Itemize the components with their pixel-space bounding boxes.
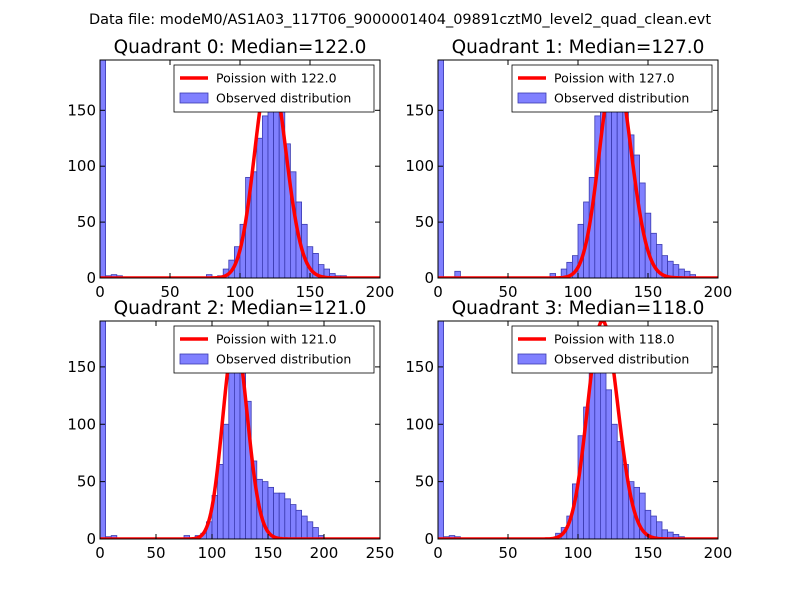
legend-label-observed: Observed distribution (554, 352, 689, 367)
histogram-bar (616, 441, 624, 539)
x-tick-label: 100 (564, 544, 593, 562)
x-tick-label: 100 (564, 283, 593, 301)
x-tick-label: 150 (254, 544, 283, 562)
histogram-bar (438, 321, 444, 539)
x-tick-label: 200 (704, 544, 733, 562)
plot-area (438, 60, 718, 278)
histogram-bar (267, 93, 274, 278)
histogram-bar (100, 321, 106, 539)
x-tick-label: 0 (95, 544, 105, 562)
legend-label-poisson: Poission with 121.0 (216, 332, 337, 347)
histogram-bar (306, 521, 314, 539)
y-tick-label: 100 (405, 415, 434, 433)
histogram-bar (228, 360, 235, 539)
histogram-bar (100, 60, 106, 278)
legend-box (173, 325, 375, 374)
x-tick-label: 150 (634, 283, 663, 301)
x-tick-label: 200 (310, 544, 339, 562)
histogram-bar (217, 464, 224, 539)
legend-box (511, 64, 713, 113)
chart-title: Quadrant 0: Median=122.0 (114, 37, 367, 58)
histogram-bar (438, 60, 444, 278)
histogram-bar (605, 89, 612, 278)
y-tick-label: 50 (77, 213, 96, 231)
histogram-bar (278, 492, 286, 539)
y-tick-label: 150 (67, 101, 96, 119)
x-tick-label: 250 (366, 544, 395, 562)
x-tick-label: 150 (296, 283, 325, 301)
x-tick-label: 100 (198, 544, 227, 562)
histogram-bar (261, 115, 269, 278)
x-tick-label: 50 (160, 283, 179, 301)
y-tick-label: 0 (424, 530, 434, 548)
x-tick-label: 0 (95, 283, 105, 301)
legend-bar-swatch (179, 353, 209, 365)
legend-label-poisson: Poission with 118.0 (554, 332, 675, 347)
legend: Poission with 121.0 Observed distribution (173, 325, 375, 374)
y-tick-label: 0 (86, 269, 96, 287)
axes-frame (99, 320, 381, 540)
y-tick-label: 150 (67, 358, 96, 376)
legend-box (173, 64, 375, 113)
histogram-bar (594, 349, 601, 539)
y-tick-label: 150 (405, 101, 434, 119)
histogram-bar (289, 504, 297, 539)
chart-panel-2: Quadrant 2: Median=121.0 0 50 100 150 200 250 0… (67, 298, 394, 562)
y-tick-label: 0 (424, 269, 434, 287)
legend: Poission with 127.0 Observed distribution (511, 64, 713, 113)
x-tick-label: 200 (366, 283, 395, 301)
histogram-bar (222, 423, 230, 539)
histogram-bar (256, 137, 263, 278)
legend-bar-swatch (179, 92, 209, 104)
chart-panel-0: Quadrant 0: Median=122.0 0 50 100 150 200 0 50 1… (67, 37, 394, 301)
histogram-bar (273, 492, 280, 539)
legend: Poission with 122.0 Observed distribution (173, 64, 375, 113)
histogram-bar (605, 389, 612, 539)
histogram-bar (650, 232, 657, 278)
y-tick-label: 100 (67, 415, 96, 433)
plot-area (100, 60, 380, 278)
chart-panel-3: Quadrant 3: Median=118.0 0 50 100 150 200 0 50 1… (405, 298, 732, 562)
histogram-bar (656, 521, 663, 539)
legend-bar-swatch (517, 353, 547, 365)
chart-title: Quadrant 2: Median=121.0 (114, 298, 367, 319)
x-tick-label: 0 (433, 283, 443, 301)
x-tick-label: 150 (634, 544, 663, 562)
x-tick-label: 50 (146, 544, 165, 562)
y-tick-label: 100 (405, 157, 434, 175)
legend-label-poisson: Poission with 127.0 (554, 71, 675, 86)
chart-panel-1: Quadrant 1: Median=127.0 0 50 100 150 200 0 50 1… (405, 37, 732, 301)
legend-label-observed: Observed distribution (216, 91, 351, 106)
x-tick-label: 0 (433, 544, 443, 562)
figure-suptitle: Data file: modeM0/AS1A03_117T06_90000014… (89, 12, 711, 28)
plot-area (438, 321, 718, 539)
legend-label-observed: Observed distribution (216, 352, 351, 367)
chart-panels: Quadrant 0: Median=122.0 0 50 100 150 200 0 50 1… (67, 37, 732, 562)
x-tick-label: 50 (498, 544, 517, 562)
y-tick-label: 100 (67, 157, 96, 175)
poisson-curve-line (438, 66, 718, 278)
histogram-bar (301, 515, 308, 539)
legend-bar-swatch (517, 92, 547, 104)
y-tick-label: 0 (86, 530, 96, 548)
histogram-bar (295, 509, 302, 539)
chart-title: Quadrant 1: Median=127.0 (452, 37, 705, 58)
legend-box (511, 325, 713, 374)
legend: Poission with 118.0 Observed distribution (511, 325, 713, 374)
y-tick-label: 150 (405, 358, 434, 376)
legend-label-observed: Observed distribution (554, 91, 689, 106)
x-tick-label: 50 (498, 283, 517, 301)
histogram-bar (284, 498, 291, 539)
x-tick-label: 200 (704, 283, 733, 301)
legend-label-poisson: Poission with 122.0 (216, 71, 337, 86)
y-tick-label: 50 (415, 213, 434, 231)
chart-title: Quadrant 3: Median=118.0 (452, 298, 705, 319)
x-tick-label: 100 (226, 283, 255, 301)
y-tick-label: 50 (77, 473, 96, 491)
y-tick-label: 50 (415, 473, 434, 491)
histogram-bar (611, 423, 618, 539)
